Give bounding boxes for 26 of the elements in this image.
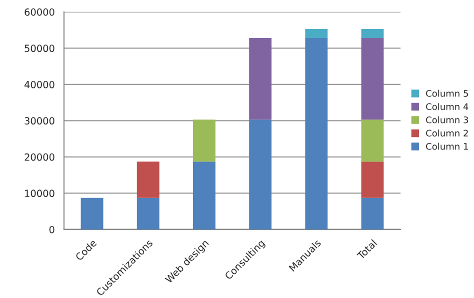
bar — [136, 162, 160, 198]
bar — [80, 198, 104, 230]
legend-label: Column 5 — [426, 90, 468, 97]
y-tick-label: 40000 — [24, 80, 54, 88]
bar — [305, 28, 328, 38]
bar — [192, 120, 216, 162]
legend-label: Column 1 — [426, 142, 468, 150]
bar — [192, 162, 216, 230]
legend-label: Column 4 — [426, 103, 468, 110]
bar — [136, 198, 160, 230]
legend-label: Column 2 — [426, 130, 468, 137]
bar — [361, 198, 384, 230]
legend-label: Column 3 — [426, 116, 468, 124]
y-tick-label: 50000 — [24, 44, 54, 52]
y-tick-label: 0 — [49, 226, 54, 234]
bar — [361, 28, 384, 38]
y-tick-label: 60000 — [24, 8, 54, 16]
y-tick-label: 20000 — [24, 153, 54, 161]
y-tick-label: 30000 — [24, 117, 54, 125]
bar — [361, 38, 384, 120]
bar — [361, 120, 384, 162]
bar — [249, 120, 272, 230]
bar — [361, 162, 384, 198]
bar — [305, 38, 328, 230]
y-tick-label: 10000 — [25, 190, 54, 198]
bar — [249, 38, 272, 120]
